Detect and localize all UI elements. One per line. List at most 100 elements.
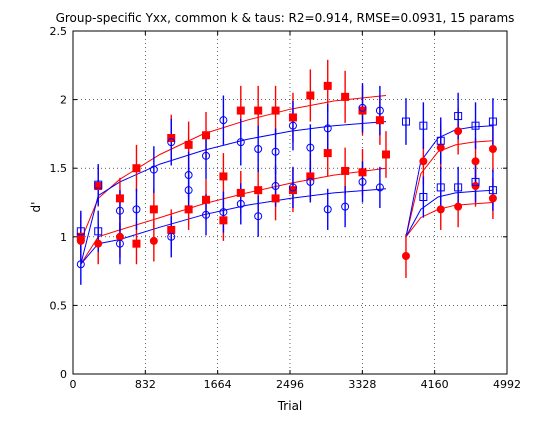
data-point-open-square [436, 183, 445, 192]
data-point-circle [94, 239, 103, 248]
x-tick-label: 2496 [276, 378, 304, 391]
data-point-square [254, 186, 263, 195]
fit-curve [405, 140, 493, 237]
y-axis-ticks: 0 0.5 1 1.5 2 2.5 [50, 25, 507, 381]
data-point-square [115, 194, 124, 203]
data-point-open-square [76, 227, 85, 236]
data-point-open-square [401, 117, 410, 126]
data-point-square [132, 164, 141, 173]
data-point-square [358, 168, 367, 177]
data-point-open-square [454, 112, 463, 121]
data-point-open-circle [341, 202, 350, 211]
data-point-circle [471, 157, 480, 166]
data-point-open-square [419, 121, 428, 130]
data-point-square [184, 140, 193, 149]
data-point-open-square [436, 136, 445, 145]
y-tick-label: 2.5 [50, 25, 68, 38]
data-point-open-square [488, 186, 497, 195]
data-point-open-circle [306, 177, 315, 186]
data-point-square [149, 205, 158, 214]
data-point-square [341, 166, 350, 175]
data-point-open-circle [167, 138, 176, 147]
x-tick-label: 4992 [493, 378, 521, 391]
data-point-square [219, 216, 228, 225]
data-point-square [254, 106, 263, 115]
grid [73, 31, 507, 374]
data-point-open-circle [375, 183, 384, 192]
data-point-square [358, 106, 367, 115]
data-point-open-circle [271, 147, 280, 156]
data-point-open-circle [375, 106, 384, 115]
data-point-square [184, 205, 193, 214]
chart-title: Group-specific Yxx, common k & taus: R2=… [56, 11, 515, 25]
data-point-square [288, 113, 297, 122]
data-point-open-square [471, 121, 480, 130]
data-point-square [306, 91, 315, 100]
y-tick-label: 0 [60, 368, 67, 381]
data-point-open-circle [306, 143, 315, 152]
data-point-open-circle [184, 171, 193, 180]
data-point-open-circle [236, 138, 245, 147]
x-tick-label: 0 [70, 378, 77, 391]
data-point-open-square [94, 180, 103, 189]
fit-curve [405, 125, 493, 237]
y-tick-label: 2 [60, 94, 67, 107]
x-tick-label: 1664 [204, 378, 232, 391]
data-point-open-circle [254, 212, 263, 221]
y-tick-label: 0.5 [50, 299, 68, 312]
data-point-open-square [488, 117, 497, 126]
plot-area-frame [72, 30, 508, 375]
data-point-circle [76, 236, 85, 245]
fit-curves [80, 95, 493, 265]
x-tick-label: 4160 [421, 378, 449, 391]
data-point-square [132, 239, 141, 248]
data-point-open-circle [288, 121, 297, 130]
data-point-circle [488, 144, 497, 153]
data-point-open-circle [288, 183, 297, 192]
fit-curve [80, 188, 387, 265]
data-point-circle [454, 127, 463, 136]
data-point-open-circle [323, 124, 332, 133]
data-point-open-circle [115, 206, 124, 215]
data-point-circle [115, 232, 124, 241]
data-point-square [323, 149, 332, 158]
data-point-square [306, 172, 315, 181]
data-point-square [167, 225, 176, 234]
data-point-open-circle [76, 260, 85, 269]
data-point-square [323, 81, 332, 90]
fit-curve [80, 121, 387, 265]
data-point-square [375, 116, 384, 125]
data-point-square [167, 134, 176, 143]
data-point-open-circle [219, 116, 228, 125]
data-point-open-circle [219, 208, 228, 217]
data-point-square [271, 106, 280, 115]
data-point-square [236, 188, 245, 197]
data-point-open-circle [115, 239, 124, 248]
data-point-circle [419, 157, 428, 166]
x-tick-label: 3328 [348, 378, 376, 391]
data-point-square [341, 92, 350, 101]
data-point-square [288, 186, 297, 195]
data-point-open-circle [271, 182, 280, 191]
data-point-circle [488, 194, 497, 203]
data-point-circle [401, 252, 410, 261]
data-point-open-square [94, 227, 103, 236]
data-point-open-circle [149, 165, 158, 174]
data-point-circle [436, 205, 445, 214]
data-point-open-circle [358, 103, 367, 112]
data-point-open-circle [254, 144, 263, 153]
y-tick-label: 1 [60, 231, 67, 244]
x-axis-label: Trial [277, 399, 303, 413]
data-point-open-square [471, 177, 480, 186]
fit-curve [405, 189, 493, 238]
data-point-open-square [419, 193, 428, 202]
data-point-square [202, 131, 211, 140]
fit-curve [80, 167, 387, 265]
data-point-square [219, 172, 228, 181]
y-axis-label: d' [29, 202, 43, 213]
data-point-open-circle [132, 205, 141, 214]
data-point-square [381, 150, 390, 159]
x-axis-ticks: 0 832 1664 2496 3328 4160 4992 [70, 31, 521, 391]
